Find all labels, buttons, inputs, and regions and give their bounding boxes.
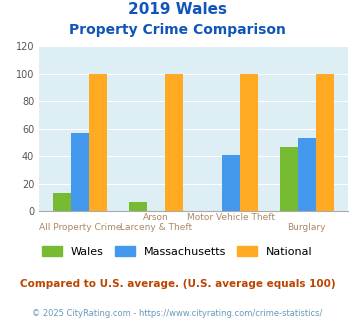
Bar	[165, 74, 183, 211]
Legend: Wales, Massachusetts, National: Wales, Massachusetts, National	[38, 242, 317, 261]
Bar	[240, 74, 258, 211]
Text: Burglary: Burglary	[288, 223, 326, 232]
Bar	[297, 138, 316, 211]
Bar	[222, 155, 240, 211]
Bar	[279, 147, 297, 211]
Bar	[129, 202, 147, 211]
Bar	[53, 193, 71, 211]
Bar	[316, 74, 334, 211]
Text: Compared to U.S. average. (U.S. average equals 100): Compared to U.S. average. (U.S. average …	[20, 279, 335, 289]
Bar	[89, 74, 108, 211]
Text: Motor Vehicle Theft: Motor Vehicle Theft	[187, 213, 275, 222]
Text: © 2025 CityRating.com - https://www.cityrating.com/crime-statistics/: © 2025 CityRating.com - https://www.city…	[32, 309, 323, 317]
Text: Larceny & Theft: Larceny & Theft	[120, 223, 192, 232]
Bar	[71, 133, 89, 211]
Text: All Property Crime: All Property Crime	[39, 223, 121, 232]
Text: Arson: Arson	[143, 213, 169, 222]
Text: Property Crime Comparison: Property Crime Comparison	[69, 23, 286, 37]
Text: 2019 Wales: 2019 Wales	[128, 2, 227, 16]
